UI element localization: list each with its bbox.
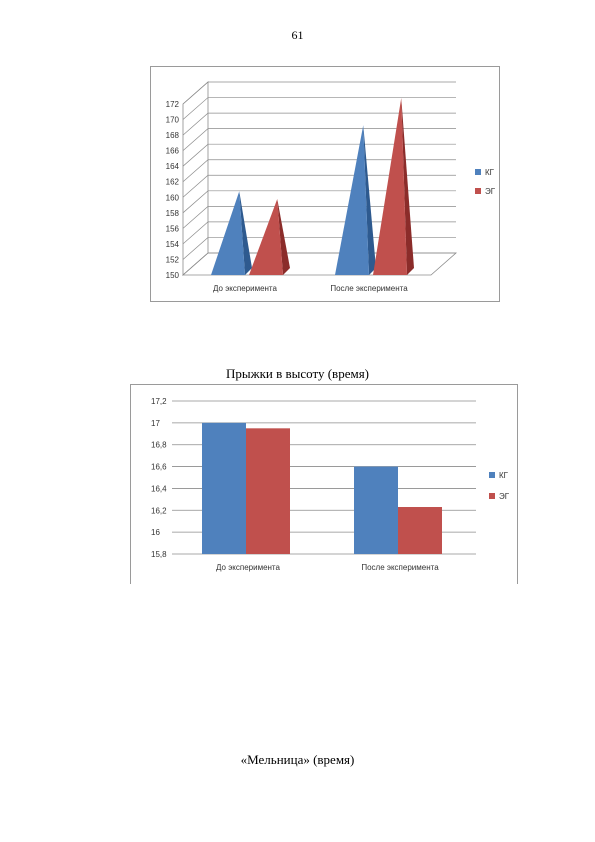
y-tick-label: 170 — [166, 116, 180, 125]
grid-line — [182, 174, 456, 198]
y-tick-label: 162 — [166, 178, 180, 187]
grid-line — [182, 159, 456, 182]
pyramid-side — [401, 97, 414, 276]
legend-label: ЭГ — [499, 492, 510, 501]
y-tick-label: 15,8 — [151, 550, 167, 559]
legend-label: КГ — [485, 168, 495, 177]
legend-swatch — [489, 493, 495, 499]
legend-swatch — [475, 169, 481, 175]
pyramid-eg — [249, 199, 283, 275]
y-tick-label: 17,2 — [151, 397, 167, 406]
y-tick-label: 152 — [166, 255, 180, 264]
y-tick-label: 154 — [166, 240, 180, 249]
grid-line — [182, 81, 456, 105]
y-tick-label: 168 — [166, 131, 180, 140]
pyramid-side — [239, 191, 252, 275]
y-tick-label: 172 — [166, 100, 180, 109]
bar-kg — [354, 466, 398, 554]
pyramid-kg — [211, 191, 245, 275]
pyramid-eg — [373, 97, 407, 276]
bar-kg — [202, 422, 246, 554]
y-tick-label: 16,2 — [151, 506, 167, 515]
pyramid-chart: 150 152 154 156 158 160 162 164 166 168 170 172 До э… — [150, 66, 500, 302]
y-tick-label: 16,4 — [151, 484, 167, 493]
grid-line — [182, 237, 456, 260]
grid-line — [182, 97, 456, 120]
x-tick-label: До эксперимента — [216, 563, 280, 572]
x-tick-label: После эксперимента — [330, 284, 408, 293]
legend-label: КГ — [499, 471, 509, 480]
y-tick-label: 150 — [166, 271, 180, 280]
pyramid-kg — [335, 125, 369, 275]
y-tick-label: 16,8 — [151, 441, 167, 450]
bar-eg — [246, 428, 290, 554]
bar-chart-svg: 15,8 16 16,2 16,4 16,6 16,8 17 17,2 До экспериме… — [151, 397, 510, 572]
y-tick-label: 164 — [166, 162, 180, 171]
y-tick-label: 166 — [166, 147, 180, 156]
grid-line — [182, 128, 456, 151]
y-tick-label: 160 — [166, 193, 180, 202]
page-number: 61 — [291, 28, 304, 42]
legend-swatch — [475, 188, 481, 194]
grid-line — [182, 112, 456, 136]
grid-line — [182, 143, 456, 167]
y-tick-label: 158 — [166, 209, 180, 218]
pyramid-side — [277, 199, 290, 275]
legend-label: ЭГ — [485, 187, 496, 196]
bar-chart: 15,8 16 16,2 16,4 16,6 16,8 17 17,2 До экспериме… — [130, 384, 518, 584]
chart-caption-high-jump: Прыжки в высоту (время) — [225, 366, 370, 381]
y-tick-label: 17 — [151, 419, 160, 428]
grid-line — [182, 221, 456, 245]
x-tick-label: До эксперимента — [213, 284, 277, 293]
pyramid-side — [363, 125, 376, 275]
y-tick-label: 156 — [166, 224, 180, 233]
pyramid-chart-svg: 150 152 154 156 158 160 162 164 166 168 170 172 До э… — [166, 81, 496, 293]
legend-swatch — [489, 472, 495, 478]
grid-line — [182, 190, 456, 214]
grid-line — [182, 206, 456, 229]
chart-caption-mill: «Мельница» (время) — [240, 752, 355, 767]
y-tick-label: 16 — [151, 528, 160, 537]
bar-eg — [398, 507, 442, 554]
x-tick-label: После эксперимента — [361, 563, 439, 572]
y-tick-label: 16,6 — [151, 463, 167, 472]
